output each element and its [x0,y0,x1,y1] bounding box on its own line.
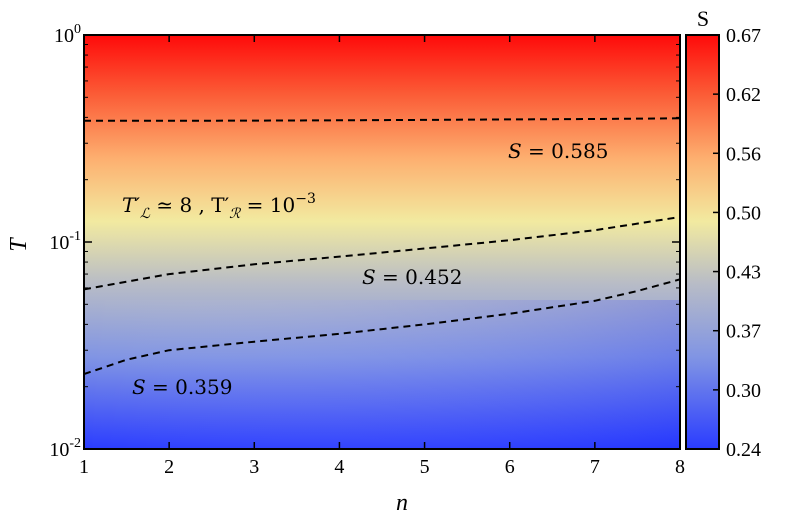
y-axis: 10-2 10-1 100 [49,22,680,461]
heatmap-shading [84,300,680,449]
colorbar-title: S [697,6,709,31]
colorbar-tick-label-0.24: 0.24 [726,439,761,461]
y-axis-label: T [6,237,32,252]
contour-line-3 [84,278,680,376]
colorbar-tick-label-0.43: 0.43 [726,262,761,284]
x-tick-label-6: 6 [505,456,515,478]
colorbar-ticks: 0.67 0.62 0.56 0.50 0.43 0.37 0.30 0.24 [713,25,761,461]
y-tick-label-0: 100 [54,22,81,47]
contour-line-2 [84,216,680,291]
y-tick-label--2: 10-2 [49,436,81,461]
contour-line-1 [84,117,680,122]
x-tick-label-4: 4 [334,456,344,478]
contour-label-mid: S = 0.452 [362,265,462,289]
contour-group [84,117,680,376]
colorbar-tick-label-0.67: 0.67 [726,25,761,47]
x-axis-label: n [396,490,408,516]
x-tick-label-7: 7 [590,456,600,478]
colorbar-tick-label-0.30: 0.30 [726,380,761,402]
colorbar-tick-label-0.62: 0.62 [726,84,761,106]
y-tick-label--1: 10-1 [49,229,81,254]
colorbar-fill [686,35,719,449]
x-tick-label-2: 2 [164,456,174,478]
x-tick-label-8: 8 [675,456,685,478]
colorbar-tick-label-0.56: 0.56 [726,143,761,165]
x-axis: 1 2 3 4 5 6 7 8 [79,35,685,478]
colorbar-frame [685,34,720,450]
colorbar: S 0.67 0.62 0.56 0.50 0.43 0.37 0.30 0.24 [685,6,761,461]
contour-label-high: S = 0.585 [508,139,608,163]
colorbar-tick-label-0.50: 0.50 [726,202,761,224]
parameter-annotation: T′ℒ ≃ 8 , T′ℛ = 10−3 [122,191,316,222]
colorbar-tick-label-0.37: 0.37 [726,321,761,343]
x-tick-label-1: 1 [79,456,89,478]
x-tick-label-3: 3 [249,456,259,478]
x-tick-label-5: 5 [420,456,430,478]
contour-label-low: S = 0.359 [132,375,232,399]
